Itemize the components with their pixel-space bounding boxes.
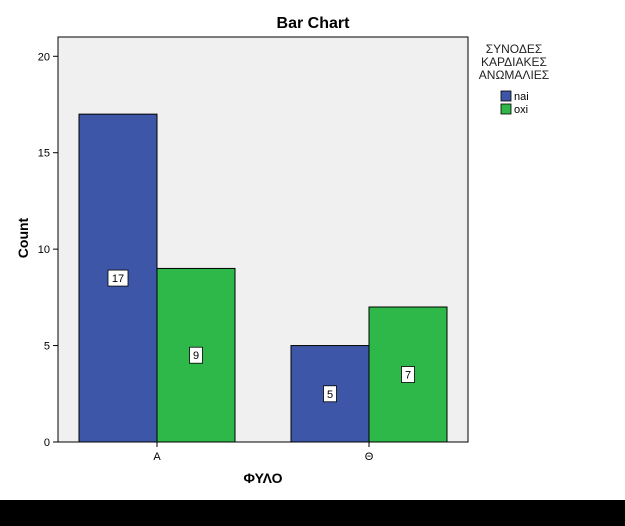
legend-label-nai: nai	[514, 91, 529, 103]
legend-swatch-nai	[500, 90, 512, 102]
y-tick-label: 10	[38, 244, 50, 256]
legend-swatch-oxi	[500, 103, 512, 115]
x-axis-label: ΦΥΛΟ	[243, 470, 282, 486]
legend-title-line-3: ΑΝΩΜΑΛΙΕΣ	[479, 68, 549, 82]
data-label: 5	[327, 389, 333, 401]
legend: ΣΥΝΟΔΕΣ ΚΑΡΔΙΑΚΕΣ ΑΝΩΜΑΛΙΕΣ nai oxi	[479, 42, 549, 116]
data-label-box	[189, 346, 203, 364]
y-tick-label: 20	[38, 51, 50, 63]
data-label: 7	[405, 370, 411, 382]
legend-title-line-1: ΣΥΝΟΔΕΣ	[486, 42, 543, 56]
bar-chart: Bar Chart 0 5 10 15 20 Α Θ 17 9 5 7 Count ΦΥΛΟ ΣΥ…	[15, 15, 550, 486]
x-tick-label: Θ	[365, 451, 374, 463]
y-axis-label: Count	[15, 217, 31, 258]
data-label-box	[323, 385, 337, 403]
data-label-box	[401, 366, 415, 383]
y-tick-label: 15	[38, 148, 50, 160]
data-labels-layer: 17 9 5 7	[107, 269, 415, 403]
x-tick-label: Α	[153, 451, 161, 463]
chart-title: Bar Chart	[277, 15, 351, 32]
y-tick-label: 0	[44, 437, 50, 449]
legend-label-oxi: oxi	[514, 104, 528, 116]
legend-title-line-2: ΚΑΡΔΙΑΚΕΣ	[481, 55, 547, 69]
chart-canvas: Bar Chart 0 5 10 15 20 Α Θ 17 9 5 7 Count ΦΥΛΟ ΣΥ…	[15, 15, 550, 486]
data-label: 17	[112, 273, 124, 285]
bottom-black-bar	[0, 500, 625, 526]
data-label: 9	[193, 350, 199, 362]
y-tick-label: 5	[44, 341, 50, 353]
data-label-box	[107, 269, 129, 287]
ticks-layer: 0 5 10 15 20 Α Θ	[38, 51, 374, 463]
